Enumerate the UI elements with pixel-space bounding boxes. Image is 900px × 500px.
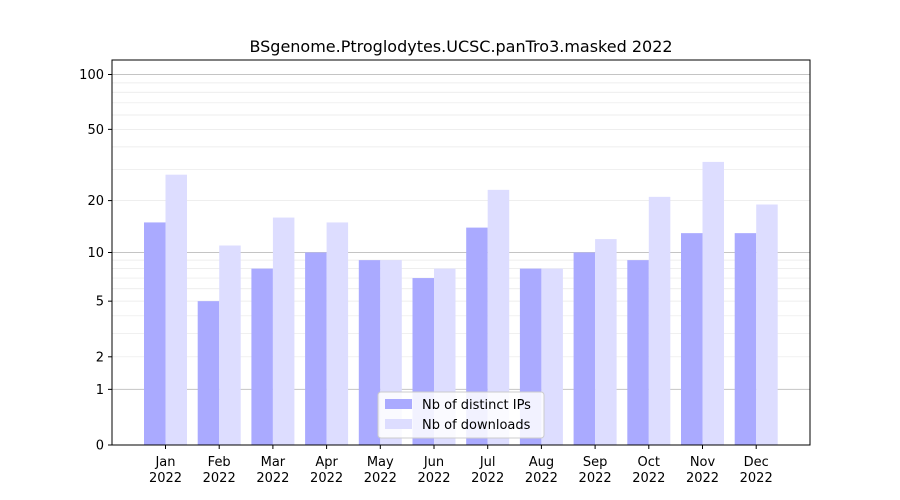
x-tick-label-month: Jun: [423, 455, 444, 470]
x-tick-label-year: 2022: [632, 471, 665, 486]
x-tick-label-year: 2022: [310, 471, 343, 486]
bar-downloads: [595, 239, 617, 445]
y-tick-label: 20: [87, 194, 104, 209]
legend: Nb of distinct IPs Nb of downloads: [377, 391, 545, 439]
y-tick-label: 2: [96, 350, 104, 365]
y-tick-label: 1: [96, 383, 104, 398]
bar-distinct-ips: [681, 233, 703, 445]
x-tick-label-year: 2022: [149, 471, 182, 486]
bar-distinct-ips: [251, 268, 273, 445]
bar-downloads: [326, 222, 349, 445]
bar-downloads: [702, 161, 724, 445]
x-tick-label-year: 2022: [256, 471, 289, 486]
x-tick-label-year: 2022: [525, 471, 558, 486]
y-tick-label: 10: [87, 246, 104, 261]
x-tick-label-year: 2022: [740, 471, 773, 486]
x-tick-label-month: Dec: [744, 455, 769, 470]
bar-downloads: [541, 268, 563, 445]
bar-downloads: [272, 217, 295, 445]
x-tick-label-month: Jan: [154, 455, 175, 470]
x-tick-label-month: Aug: [529, 455, 554, 470]
y-tick-label: 5: [96, 295, 104, 310]
y-tick-label: 0: [96, 439, 104, 454]
bar-downloads: [648, 196, 671, 445]
bar-distinct-ips: [466, 227, 488, 445]
legend-label: Nb of distinct IPs: [422, 398, 531, 413]
x-tick-label-month: Nov: [690, 455, 716, 470]
bar-distinct-ips: [358, 260, 381, 445]
x-tick-label-month: Sep: [583, 455, 608, 470]
x-tick-label-month: Mar: [261, 455, 286, 470]
x-tick-label-year: 2022: [364, 471, 397, 486]
x-tick-label-month: Jul: [479, 455, 496, 470]
bar-distinct-ips: [197, 301, 220, 445]
x-tick-label-month: May: [367, 455, 394, 470]
bar-distinct-ips: [305, 252, 327, 445]
bar-downloads: [165, 174, 187, 446]
x-axis: Jan2022Feb2022Mar2022Apr2022May2022Jun20…: [149, 445, 773, 486]
x-tick-label-month: Apr: [315, 455, 338, 470]
x-tick-label-year: 2022: [579, 471, 612, 486]
legend-swatch: [385, 419, 412, 429]
bar-downloads: [487, 189, 510, 445]
x-tick-label-month: Oct: [638, 455, 660, 470]
bar-distinct-ips: [573, 252, 596, 445]
x-tick-label-year: 2022: [417, 471, 450, 486]
chart-title: BSgenome.Ptroglodytes.UCSC.panTro3.maske…: [249, 37, 672, 56]
bar-distinct-ips: [734, 233, 757, 445]
x-tick-label-year: 2022: [471, 471, 504, 486]
legend-label: Nb of downloads: [422, 418, 531, 433]
x-tick-label-month: Feb: [208, 455, 231, 470]
y-axis: 0 1 2 5 10 20 50 100: [79, 68, 112, 454]
legend-swatch: [385, 399, 412, 409]
y-tick-label: 50: [87, 123, 104, 138]
x-tick-label-year: 2022: [203, 471, 236, 486]
bar-downloads: [756, 204, 778, 445]
plot-frame: [111, 59, 811, 446]
bar-distinct-ips: [627, 260, 649, 445]
y-tick-label: 100: [79, 68, 104, 83]
bar-distinct-ips: [144, 222, 166, 445]
legend-box: [377, 391, 545, 439]
x-tick-label-year: 2022: [686, 471, 719, 486]
bar-downloads: [219, 245, 241, 445]
